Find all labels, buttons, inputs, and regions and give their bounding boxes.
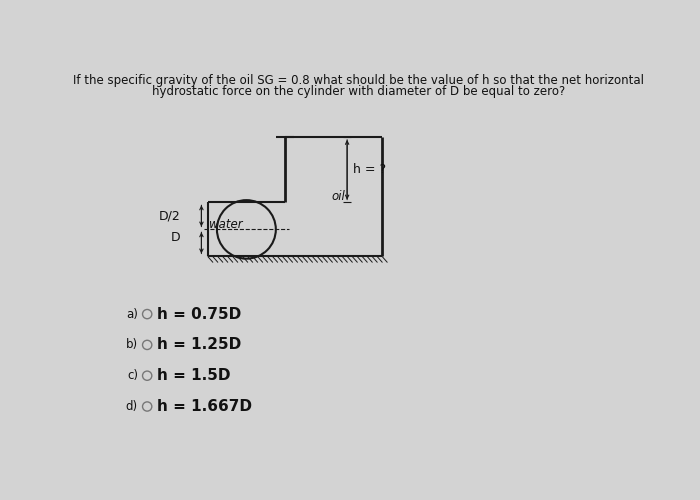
- Text: a): a): [126, 308, 138, 320]
- Text: D/2: D/2: [159, 210, 181, 222]
- Text: oil: oil: [332, 190, 345, 203]
- Text: c): c): [127, 369, 138, 382]
- Text: h = 1.5D: h = 1.5D: [158, 368, 231, 383]
- Text: h = 0.75D: h = 0.75D: [158, 306, 241, 322]
- Text: water: water: [209, 218, 243, 231]
- Text: hydrostatic force on the cylinder with diameter of D be equal to zero?: hydrostatic force on the cylinder with d…: [152, 84, 566, 98]
- Text: D: D: [171, 230, 181, 243]
- Text: d): d): [126, 400, 138, 413]
- Text: h = 1.667D: h = 1.667D: [158, 399, 252, 414]
- Text: h = ?: h = ?: [354, 163, 386, 176]
- Text: b): b): [126, 338, 138, 351]
- Text: If the specific gravity of the oil SG = 0.8 what should be the value of h so tha: If the specific gravity of the oil SG = …: [74, 74, 644, 87]
- Text: h = 1.25D: h = 1.25D: [158, 338, 241, 352]
